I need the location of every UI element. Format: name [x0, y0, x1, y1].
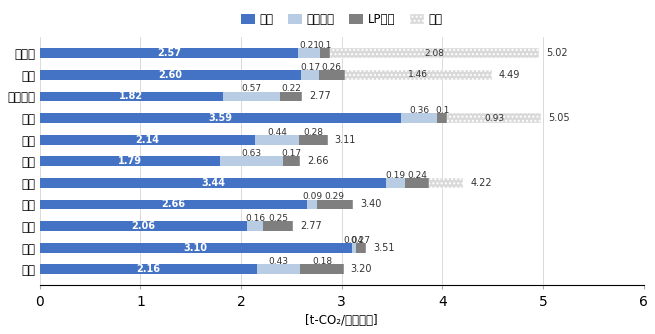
Text: 4.22: 4.22	[470, 178, 492, 188]
Text: 0.22: 0.22	[282, 85, 301, 94]
Text: 2.06: 2.06	[132, 221, 155, 231]
Text: 0.19: 0.19	[386, 171, 405, 180]
Bar	[40, 265, 257, 274]
Text: 3.10: 3.10	[184, 243, 208, 253]
Text: 0.43: 0.43	[269, 257, 289, 266]
Text: 0.17: 0.17	[300, 63, 320, 72]
Bar	[40, 221, 247, 231]
Text: 0.57: 0.57	[242, 85, 262, 94]
Text: 2.16: 2.16	[136, 264, 160, 274]
Text: 2.57: 2.57	[157, 48, 181, 58]
Text: 0.24: 0.24	[407, 171, 427, 180]
Text: 0.09: 0.09	[302, 192, 322, 201]
Legend: 電気, 都市ガス, LPガス, 灏油: 電気, 都市ガス, LPガス, 灏油	[236, 8, 447, 31]
Text: 3.59: 3.59	[208, 113, 233, 123]
Text: 0.17: 0.17	[282, 149, 302, 158]
Bar	[438, 113, 447, 123]
Bar	[301, 70, 318, 80]
Bar	[284, 156, 301, 166]
Bar	[220, 156, 284, 166]
Bar	[356, 243, 366, 253]
Bar	[316, 200, 353, 209]
Text: 3.40: 3.40	[360, 199, 381, 209]
Bar	[345, 70, 492, 80]
Bar	[401, 113, 438, 123]
Text: 5.05: 5.05	[548, 113, 570, 123]
Text: 0.1: 0.1	[318, 41, 332, 50]
Bar	[40, 178, 386, 188]
Text: 0.04: 0.04	[344, 236, 364, 244]
Text: 1.82: 1.82	[119, 92, 143, 102]
Bar	[299, 135, 328, 145]
Bar	[405, 178, 429, 188]
Bar	[247, 221, 263, 231]
Text: 1.79: 1.79	[118, 156, 142, 166]
Bar	[40, 92, 223, 101]
Text: 0.26: 0.26	[322, 63, 342, 72]
Text: 0.44: 0.44	[267, 128, 288, 137]
Text: 3.20: 3.20	[351, 264, 372, 274]
Bar	[223, 92, 280, 101]
Text: 0.27: 0.27	[351, 236, 371, 244]
Text: 0.36: 0.36	[409, 106, 429, 115]
Text: 0.63: 0.63	[242, 149, 262, 158]
Text: 2.66: 2.66	[307, 156, 329, 166]
Bar	[307, 200, 316, 209]
Text: 2.14: 2.14	[136, 135, 159, 145]
Bar	[329, 48, 539, 58]
Bar	[40, 200, 307, 209]
Bar	[299, 48, 320, 58]
Text: 2.77: 2.77	[310, 92, 331, 102]
Text: 3.51: 3.51	[373, 243, 394, 253]
Bar	[40, 243, 352, 253]
Bar	[40, 48, 299, 58]
Text: 0.25: 0.25	[269, 214, 288, 223]
Text: 1.46: 1.46	[408, 70, 428, 79]
Bar	[263, 221, 293, 231]
Text: 0.16: 0.16	[245, 214, 265, 223]
Bar	[386, 178, 405, 188]
Bar	[320, 48, 329, 58]
Bar	[318, 70, 345, 80]
Text: 0.21: 0.21	[299, 41, 319, 50]
Text: 3.11: 3.11	[335, 135, 356, 145]
X-axis label: [t-CO₂/世帯・年]: [t-CO₂/世帯・年]	[305, 314, 378, 327]
Bar	[40, 70, 301, 80]
Text: 0.29: 0.29	[325, 192, 345, 201]
Text: 3.44: 3.44	[201, 178, 225, 188]
Bar	[447, 113, 541, 123]
Bar	[280, 92, 303, 101]
Bar	[257, 265, 301, 274]
Text: 2.66: 2.66	[162, 199, 185, 209]
Text: 0.1: 0.1	[435, 106, 449, 115]
Bar	[40, 156, 220, 166]
Bar	[40, 135, 255, 145]
Text: 0.28: 0.28	[303, 128, 324, 137]
Text: 2.60: 2.60	[159, 70, 183, 80]
Text: 0.18: 0.18	[312, 257, 332, 266]
Bar	[352, 243, 356, 253]
Text: 0.93: 0.93	[484, 114, 504, 123]
Bar	[40, 113, 401, 123]
Bar	[301, 265, 344, 274]
Text: 4.49: 4.49	[498, 70, 520, 80]
Text: 2.08: 2.08	[424, 49, 444, 58]
Text: 2.77: 2.77	[301, 221, 322, 231]
Bar	[255, 135, 299, 145]
Bar	[429, 178, 464, 188]
Text: 5.02: 5.02	[546, 48, 568, 58]
